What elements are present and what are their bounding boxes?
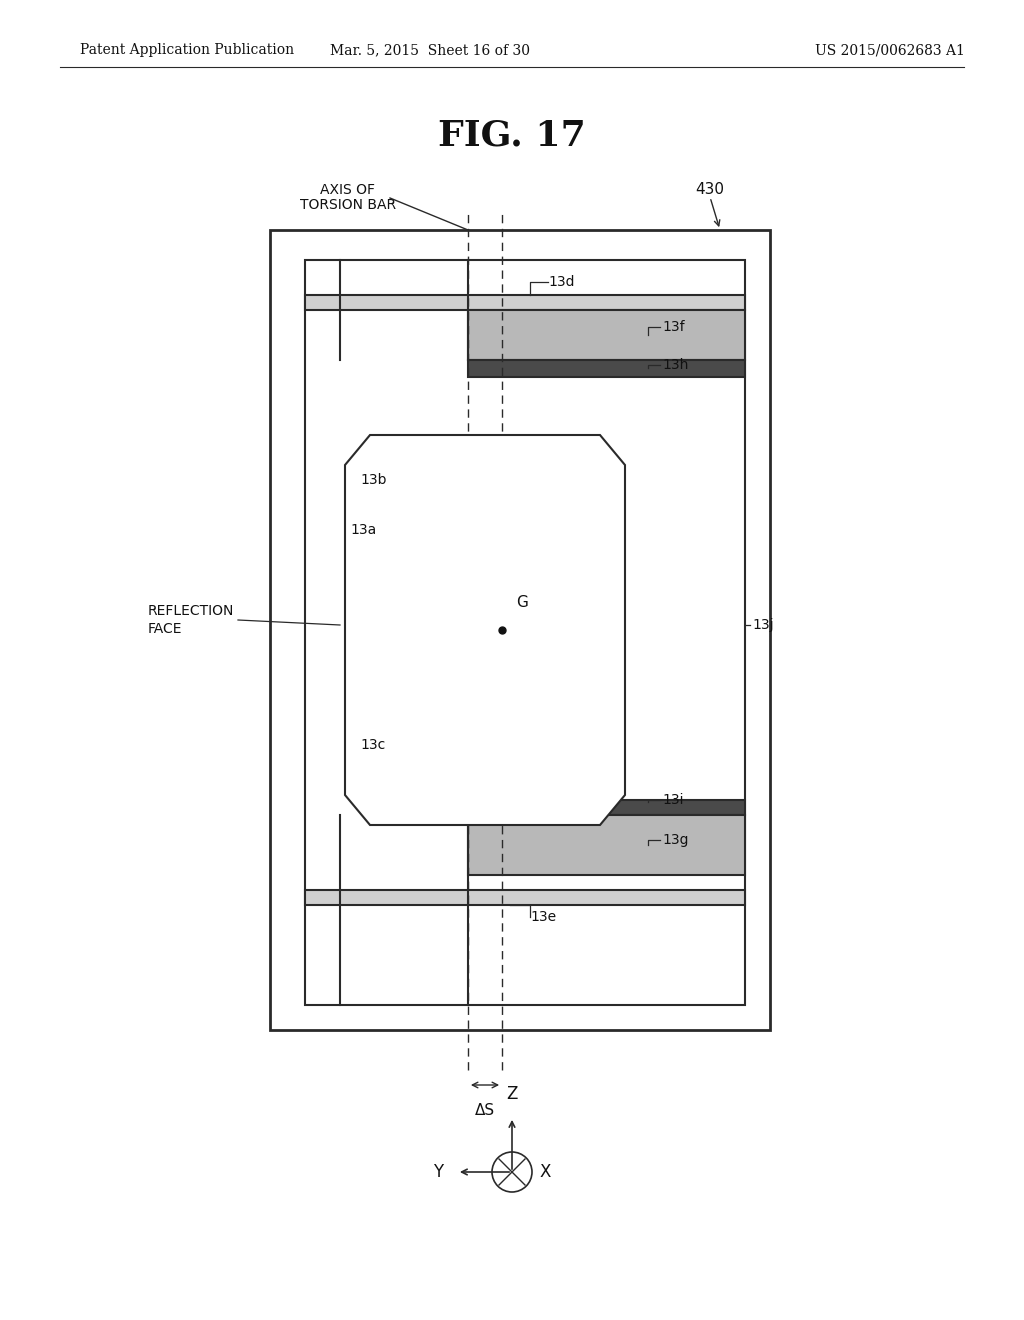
Text: 430: 430: [695, 182, 724, 198]
Text: 13b: 13b: [360, 473, 386, 487]
Bar: [468, 360, 745, 378]
Text: Y: Y: [433, 1163, 443, 1181]
Text: 13c: 13c: [360, 738, 385, 752]
Bar: [468, 310, 745, 360]
Text: TORSION BAR: TORSION BAR: [300, 198, 396, 213]
Text: 13d: 13d: [548, 275, 574, 289]
Text: 13f: 13f: [662, 319, 685, 334]
Text: REFLECTION
FACE: REFLECTION FACE: [148, 603, 234, 636]
Bar: [305, 260, 745, 1005]
Text: Z: Z: [506, 1085, 518, 1104]
Text: AXIS OF: AXIS OF: [321, 183, 376, 197]
Text: Patent Application Publication: Patent Application Publication: [80, 44, 294, 57]
Text: X: X: [540, 1163, 551, 1181]
Text: 13j: 13j: [752, 618, 773, 632]
Text: 13e: 13e: [530, 909, 556, 924]
Text: G: G: [516, 595, 528, 610]
Text: 13a: 13a: [350, 523, 376, 537]
Text: US 2015/0062683 A1: US 2015/0062683 A1: [815, 44, 965, 57]
Text: 13h: 13h: [662, 358, 688, 372]
Bar: [305, 890, 745, 906]
Text: 13g: 13g: [662, 833, 688, 847]
Text: Mar. 5, 2015  Sheet 16 of 30: Mar. 5, 2015 Sheet 16 of 30: [330, 44, 530, 57]
Bar: [468, 800, 745, 814]
Text: ΔS: ΔS: [475, 1104, 495, 1118]
Polygon shape: [345, 436, 625, 825]
Bar: [468, 814, 745, 875]
Text: FIG. 17: FIG. 17: [438, 117, 586, 152]
Text: 13i: 13i: [662, 793, 683, 807]
Bar: [270, 230, 770, 1030]
Bar: [305, 294, 745, 310]
